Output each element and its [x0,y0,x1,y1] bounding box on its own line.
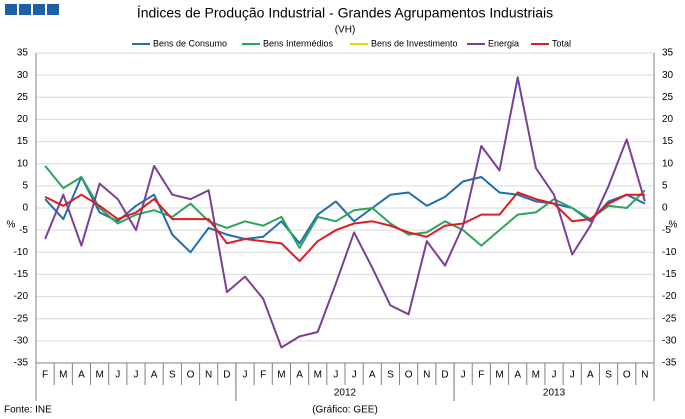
x-tick-label: N [641,370,648,381]
y2-tick-label: 10 [662,158,674,169]
year-label: 2013 [543,388,566,399]
x-tick-label: M [277,370,285,381]
y-tick-label: -10 [14,247,29,258]
y-tick-label: 25 [17,92,29,103]
y-tick-label: -25 [14,313,29,324]
y2-tick-label: 35 [662,48,674,59]
y-tick-label: -15 [14,269,29,280]
y-tick-label: 0 [22,203,28,214]
x-tick-label: M [314,370,322,381]
x-tick-label: S [169,370,176,381]
y-tick-label: 35 [17,48,29,59]
x-tick-label: J [352,370,357,381]
x-tick-label: J [115,370,120,381]
x-tick-label: F [42,370,48,381]
x-tick-label: F [260,370,266,381]
source: Fonte: INE [4,405,52,416]
y2-tick-label: 20 [662,114,674,125]
x-tick-label: M [95,370,103,381]
y2-tick-label: -5 [662,225,671,236]
x-tick-label: O [623,370,631,381]
x-tick-label: J [333,370,338,381]
y-tick-label: -35 [14,358,29,369]
x-tick-label: S [387,370,394,381]
x-tick-label: J [570,370,575,381]
y-axis-label: % [7,220,16,231]
x-tick-label: A [369,370,376,381]
y-tick-label: -5 [19,225,28,236]
credit: (Gráfico: GEE) [312,405,378,416]
x-tick-label: M [495,370,503,381]
x-tick-label: F [478,370,484,381]
x-tick-label: D [223,370,230,381]
legend-label: Total [552,38,571,48]
x-tick-label: S [605,370,612,381]
y-tick-label: -30 [14,335,29,346]
y-tick-label: 15 [17,136,29,147]
chart-title: Índices de Produção Industrial - Grandes… [137,5,553,21]
legend-label: Bens de Investimento [371,38,458,48]
y2-tick-label: -15 [662,269,677,280]
y2-tick-label: 15 [662,136,674,147]
x-tick-label: J [552,370,557,381]
y2-tick-label: -35 [662,358,677,369]
logo [5,4,59,15]
x-tick-label: A [151,370,158,381]
y-tick-label: -20 [14,291,29,302]
x-tick-label: A [296,370,303,381]
x-tick-label: J [133,370,138,381]
x-tick-label: A [587,370,594,381]
x-tick-label: J [461,370,466,381]
x-tick-label: N [423,370,430,381]
y2-tick-label: 0 [662,203,668,214]
y2-tick-label: -30 [662,335,677,346]
x-tick-label: O [405,370,413,381]
y-tick-label: 10 [17,158,29,169]
year-label: 2012 [334,388,357,399]
series-line [44,165,646,249]
y2-axis-label: % [669,220,678,231]
x-tick-label: A [78,370,85,381]
y-tick-label: 20 [17,114,29,125]
x-tick-label: M [59,370,67,381]
x-tick-label: A [514,370,521,381]
y-tick-label: 30 [17,70,29,81]
y2-tick-label: 5 [662,180,668,191]
x-tick-label: D [441,370,448,381]
y2-tick-label: 30 [662,70,674,81]
x-tick-label: O [187,370,195,381]
x-tick-label: N [205,370,212,381]
chart-subtitle: (VH) [335,25,356,36]
x-tick-label: J [243,370,248,381]
series-line [44,191,645,263]
series-line [44,76,646,349]
y-tick-label: 5 [22,180,28,191]
y2-tick-label: -20 [662,291,677,302]
legend-label: Bens de Consumo [153,38,227,48]
legend-label: Energia [488,38,519,48]
legend-label: Bens Intermédios [263,38,334,48]
y2-tick-label: 25 [662,92,674,103]
y2-tick-label: -25 [662,313,677,324]
y2-tick-label: -10 [662,247,677,258]
x-tick-label: M [532,370,540,381]
